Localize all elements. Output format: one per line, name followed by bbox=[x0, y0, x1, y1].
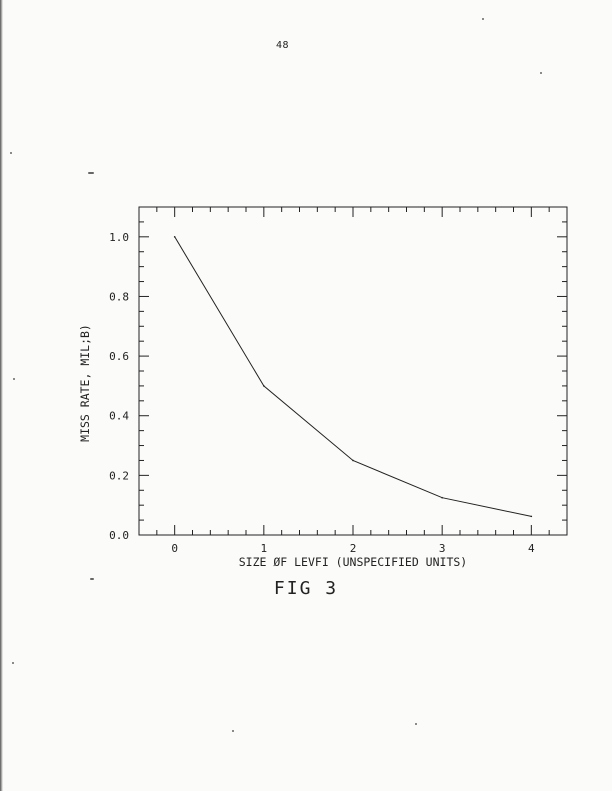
figure-caption: FIG 3 bbox=[273, 578, 339, 599]
x-tick-label: 4 bbox=[528, 542, 535, 555]
scan-speck bbox=[88, 172, 94, 174]
scan-speck bbox=[12, 662, 14, 664]
x-tick-label: 2 bbox=[350, 542, 357, 555]
data-point bbox=[441, 496, 443, 499]
plot-frame bbox=[138, 206, 568, 536]
y-tick-label: 0.4 bbox=[109, 410, 129, 423]
x-tick-label: 1 bbox=[261, 542, 268, 555]
scan-speck bbox=[13, 378, 15, 380]
x-tick-label: 0 bbox=[171, 542, 178, 555]
y-tick-label: 0.0 bbox=[109, 529, 129, 542]
scan-speck bbox=[90, 578, 94, 580]
x-axis-label: SIZE ØF LEVFI (UNSPECIFIED UNITS) bbox=[239, 555, 467, 569]
y-tick-label: 1.0 bbox=[109, 231, 129, 244]
y-axis-label: MISS RATE, MIL;B) bbox=[78, 324, 92, 442]
data-point bbox=[352, 459, 354, 462]
scan-speck bbox=[482, 18, 484, 20]
scan-speck bbox=[415, 723, 417, 725]
x-tick-label: 3 bbox=[439, 542, 446, 555]
scan-speck bbox=[10, 152, 12, 154]
y-tick-label: 0.2 bbox=[109, 469, 129, 482]
scan-speck bbox=[232, 730, 234, 732]
scan-speck bbox=[540, 72, 542, 74]
page-edge-shadow bbox=[0, 0, 3, 791]
data-point bbox=[530, 515, 533, 518]
series-line bbox=[174, 236, 532, 517]
page-number: 48 bbox=[276, 40, 290, 51]
y-tick-label: 0.6 bbox=[109, 350, 129, 363]
data-point bbox=[263, 385, 265, 387]
y-tick-label: 0.8 bbox=[109, 290, 129, 303]
data-point bbox=[173, 236, 176, 238]
